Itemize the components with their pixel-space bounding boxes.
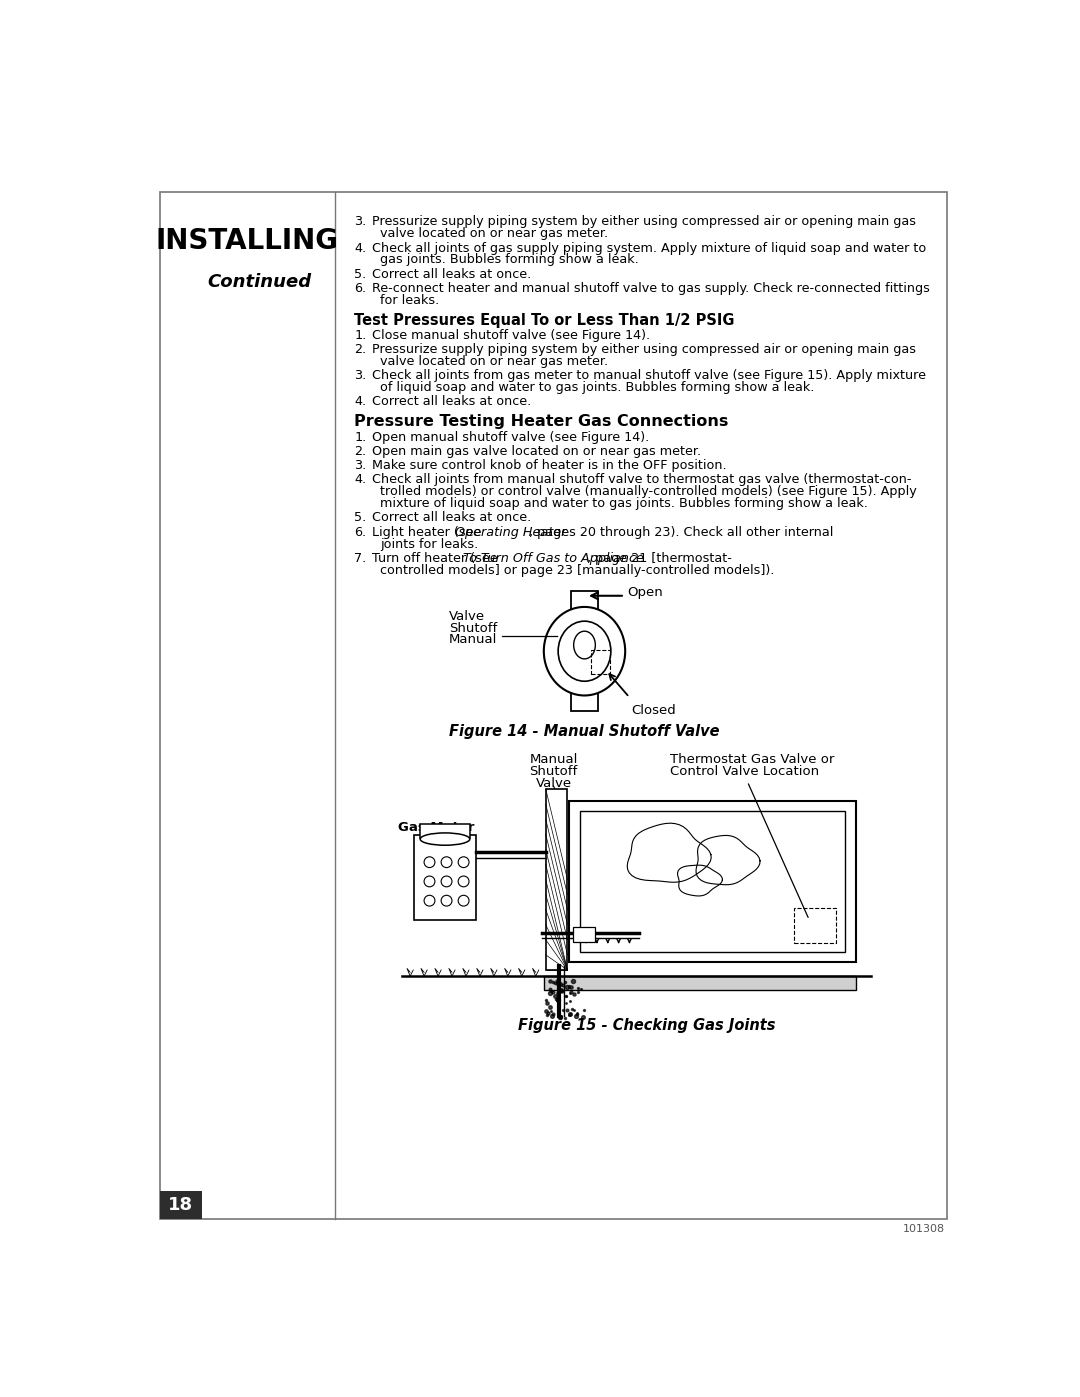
Circle shape	[441, 876, 451, 887]
Bar	[580, 812, 845, 951]
Text: mixture of liquid soap and water to gas joints. Bubbles forming show a leak.: mixture of liquid soap and water to gas …	[380, 497, 867, 510]
Text: 101308: 101308	[903, 1224, 945, 1235]
Text: for leaks.: for leaks.	[380, 293, 440, 307]
Text: Correct all leaks at once.: Correct all leaks at once.	[373, 395, 531, 408]
Text: Valve: Valve	[449, 609, 485, 623]
Text: 6.: 6.	[354, 525, 366, 539]
Text: , pages 20 through 23). Check all other internal: , pages 20 through 23). Check all other …	[529, 525, 833, 539]
Text: Pressurize supply piping system by either using compressed air or opening main g: Pressurize supply piping system by eithe…	[373, 342, 916, 356]
Text: Re-connect heater and manual shutoff valve to gas supply. Check re-connected fit: Re-connect heater and manual shutoff val…	[373, 282, 930, 295]
Ellipse shape	[573, 631, 595, 659]
Text: 3.: 3.	[354, 215, 366, 228]
Circle shape	[458, 895, 469, 907]
Text: Shutoff: Shutoff	[529, 764, 578, 778]
Ellipse shape	[420, 833, 470, 845]
Circle shape	[424, 895, 435, 907]
Bar	[420, 824, 470, 838]
Text: Test Pressures Equal To or Less Than 1/2 PSIG: Test Pressures Equal To or Less Than 1/2…	[354, 313, 734, 328]
Text: 5.: 5.	[354, 268, 366, 281]
Text: valve located on or near gas meter.: valve located on or near gas meter.	[380, 355, 608, 367]
Text: Open manual shutoff valve (see Figure 14).: Open manual shutoff valve (see Figure 14…	[373, 430, 649, 444]
Text: Continued: Continued	[207, 272, 311, 291]
Circle shape	[458, 876, 469, 887]
Bar	[545, 789, 567, 970]
Text: Turn off heater (see: Turn off heater (see	[373, 552, 502, 564]
Text: Figure 15 - Checking Gas Joints: Figure 15 - Checking Gas Joints	[517, 1018, 775, 1034]
Text: , page 21 [thermostat-: , page 21 [thermostat-	[586, 552, 732, 564]
Circle shape	[424, 856, 435, 868]
Text: Check all joints from gas meter to manual shutoff valve (see Figure 15). Apply m: Check all joints from gas meter to manua…	[373, 369, 927, 381]
Text: 3.: 3.	[354, 369, 366, 381]
Circle shape	[441, 895, 451, 907]
Text: Figure 14 - Manual Shutoff Valve: Figure 14 - Manual Shutoff Valve	[449, 725, 719, 739]
Ellipse shape	[544, 606, 625, 696]
Text: Light heater (see: Light heater (see	[373, 525, 486, 539]
Bar	[571, 689, 597, 711]
Text: 4.: 4.	[354, 395, 366, 408]
Text: valve located on or near gas meter.: valve located on or near gas meter.	[380, 228, 608, 240]
Text: INSTALLING: INSTALLING	[156, 226, 339, 254]
Text: Control Valve Location: Control Valve Location	[670, 764, 819, 778]
Text: Manual: Manual	[529, 753, 578, 766]
Bar	[544, 977, 855, 990]
Text: Pressure Testing Heater Gas Connections: Pressure Testing Heater Gas Connections	[354, 414, 729, 429]
Text: Operating Heater: Operating Heater	[455, 525, 566, 539]
Text: 4.: 4.	[354, 242, 366, 254]
Text: 5.: 5.	[354, 511, 366, 524]
Text: Check all joints from manual shutoff valve to thermostat gas valve (thermostat-c: Check all joints from manual shutoff val…	[373, 474, 912, 486]
Circle shape	[441, 856, 451, 868]
Text: 2.: 2.	[354, 444, 366, 458]
Text: controlled models] or page 23 [manually-controlled models]).: controlled models] or page 23 [manually-…	[380, 564, 774, 577]
Bar	[569, 800, 855, 963]
Text: of liquid soap and water to gas joints. Bubbles forming show a leak.: of liquid soap and water to gas joints. …	[380, 381, 814, 394]
Text: Open main gas valve located on or near gas meter.: Open main gas valve located on or near g…	[373, 444, 701, 458]
Circle shape	[458, 856, 469, 868]
Bar	[160, 1192, 202, 1218]
Text: joints for leaks.: joints for leaks.	[380, 538, 478, 550]
Text: Correct all leaks at once.: Correct all leaks at once.	[373, 511, 531, 524]
Text: 3.: 3.	[354, 460, 366, 472]
Text: 1.: 1.	[354, 430, 366, 444]
Bar	[571, 591, 597, 615]
Text: Shutoff: Shutoff	[449, 622, 497, 634]
Text: Pressurize supply piping system by either using compressed air or opening main g: Pressurize supply piping system by eithe…	[373, 215, 916, 228]
Text: 1.: 1.	[354, 328, 366, 342]
Bar	[794, 908, 836, 943]
Bar	[591, 650, 610, 675]
Text: 18: 18	[168, 1196, 193, 1214]
Text: 6.: 6.	[354, 282, 366, 295]
Bar	[414, 835, 476, 921]
Text: Valve: Valve	[536, 777, 571, 789]
Text: Thermostat Gas Valve or: Thermostat Gas Valve or	[670, 753, 834, 766]
Text: Manual: Manual	[449, 633, 497, 647]
Text: gas joints. Bubbles forming show a leak.: gas joints. Bubbles forming show a leak.	[380, 253, 638, 267]
Text: 7.: 7.	[354, 552, 366, 564]
Text: To Turn Off Gas to Appliance: To Turn Off Gas to Appliance	[463, 552, 644, 564]
Text: Make sure control knob of heater is in the OFF position.: Make sure control knob of heater is in t…	[373, 460, 727, 472]
Text: 2.: 2.	[354, 342, 366, 356]
Text: 4.: 4.	[354, 474, 366, 486]
Circle shape	[424, 876, 435, 887]
Ellipse shape	[558, 622, 611, 682]
Text: Close manual shutoff valve (see Figure 14).: Close manual shutoff valve (see Figure 1…	[373, 328, 650, 342]
Text: Check all joints of gas supply piping system. Apply mixture of liquid soap and w: Check all joints of gas supply piping sy…	[373, 242, 927, 254]
Text: Correct all leaks at once.: Correct all leaks at once.	[373, 268, 531, 281]
Bar	[572, 926, 595, 942]
Text: Closed: Closed	[631, 704, 676, 717]
Text: Open: Open	[627, 587, 663, 599]
Text: Gas Meter: Gas Meter	[399, 821, 475, 834]
Text: trolled models) or control valve (manually-controlled models) (see Figure 15). A: trolled models) or control valve (manual…	[380, 485, 917, 499]
